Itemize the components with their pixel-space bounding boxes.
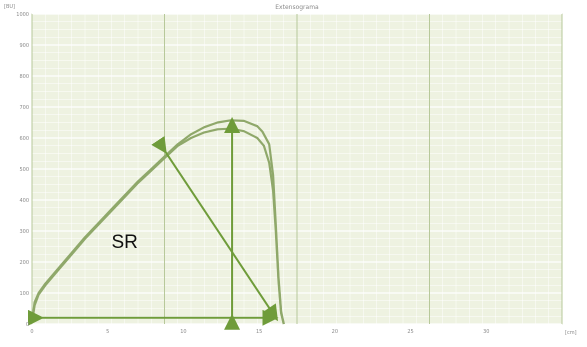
x-tick-label: 5 (106, 329, 109, 335)
y-tick-label: 0 (26, 322, 29, 328)
x-tick-label: 30 (483, 329, 489, 335)
x-tick-label: 15 (256, 329, 262, 335)
chart-title: Extensograma (275, 4, 319, 11)
y-tick-label: 700 (19, 105, 29, 111)
x-tick-label: 10 (180, 329, 186, 335)
y-tick-label: 600 (19, 136, 29, 142)
sr-annotation: SR (112, 232, 138, 253)
tick-labels: 0 100 200 300 400 500 600 700 800 900 1000 0 5 10 15 20… (16, 12, 489, 335)
annotation-arrow-3 (151, 135, 279, 322)
y-tick-label: 1000 (16, 12, 29, 18)
y-tick-label: 800 (19, 74, 29, 80)
grid-lines (31, 13, 563, 325)
x-tick-label: 20 (332, 329, 338, 335)
y-tick-label: 400 (19, 198, 29, 204)
x-axis-label: [cm] (565, 330, 577, 336)
y-tick-label: 200 (19, 260, 29, 266)
x-tick-label: 0 (30, 329, 33, 335)
y-tick-label: 100 (19, 291, 29, 297)
annotation-arrows (27, 116, 279, 330)
x-tick-label: 25 (407, 329, 413, 335)
y-tick-label: 900 (19, 43, 29, 49)
y-axis-label: [BU] (4, 4, 15, 10)
y-tick-label: 500 (19, 167, 29, 173)
y-tick-label: 300 (19, 229, 29, 235)
